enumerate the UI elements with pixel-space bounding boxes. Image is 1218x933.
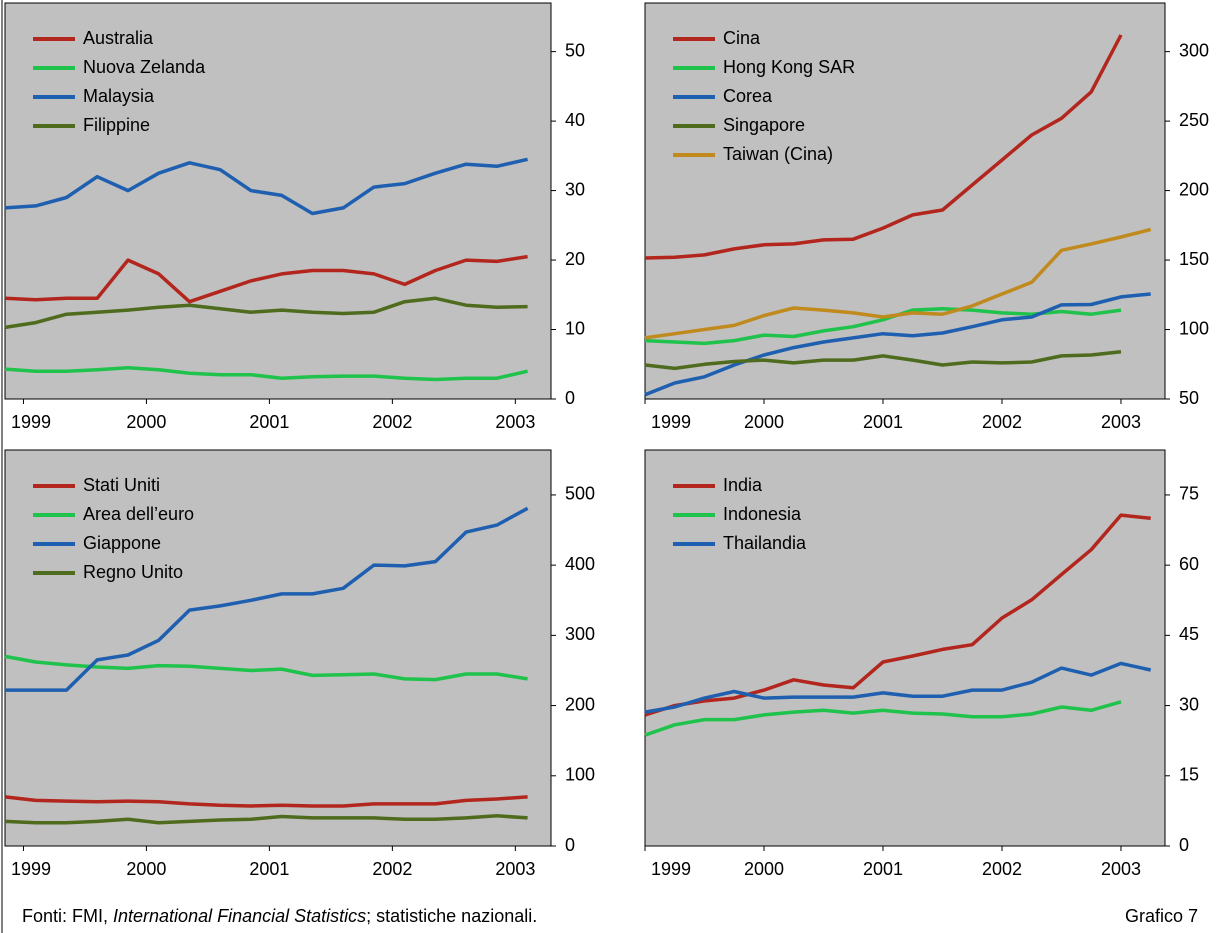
x-tick-label: 2001 xyxy=(249,412,289,432)
y-tick-label: 30 xyxy=(1179,694,1199,714)
x-tick-label: 1999 xyxy=(651,859,691,879)
y-tick-label: 60 xyxy=(1179,554,1199,574)
x-tick-label: 2003 xyxy=(1101,859,1141,879)
source-text: ; statistiche nazionali. xyxy=(366,906,537,926)
x-tick-label: 2001 xyxy=(863,859,903,879)
x-tick-label: 2000 xyxy=(126,859,166,879)
x-tick-label: 1999 xyxy=(651,412,691,432)
y-tick-label: 500 xyxy=(565,484,595,504)
y-tick-label: 30 xyxy=(565,179,585,199)
series-line xyxy=(644,34,1123,260)
legend-label: Area dell’euro xyxy=(83,504,194,524)
series-line xyxy=(644,227,1152,340)
x-tick-label: 2003 xyxy=(1101,412,1141,432)
y-tick-label: 150 xyxy=(1179,249,1209,269)
y-tick-label: 10 xyxy=(565,318,585,338)
series-line xyxy=(644,292,1151,397)
series-line xyxy=(4,365,528,382)
legend-label: Taiwan (Cina) xyxy=(723,144,833,164)
y-tick-label: 75 xyxy=(1179,484,1199,504)
legend-label: Regno Unito xyxy=(83,562,183,582)
x-tick-label: 2002 xyxy=(372,412,412,432)
y-tick-label: 40 xyxy=(565,110,585,130)
x-tick-label: 2000 xyxy=(744,859,784,879)
series-line xyxy=(5,506,529,692)
x-tick-label: 2002 xyxy=(982,412,1022,432)
x-tick-label: 2003 xyxy=(495,859,535,879)
y-tick-label: 45 xyxy=(1179,624,1199,644)
y-tick-label: 100 xyxy=(565,765,595,785)
x-tick-label: 1999 xyxy=(11,859,51,879)
y-tick-label: 200 xyxy=(565,694,595,714)
legend-label: India xyxy=(723,475,763,495)
x-tick-label: 2002 xyxy=(372,859,412,879)
legend-label: Giappone xyxy=(83,533,161,553)
y-tick-label: 400 xyxy=(565,554,595,574)
legend-label: Nuova Zelanda xyxy=(83,57,206,77)
legend-label: Indonesia xyxy=(723,504,802,524)
legend-label: Malaysia xyxy=(83,86,155,106)
legend-label: Singapore xyxy=(723,115,805,135)
x-tick-label: 2000 xyxy=(744,412,784,432)
x-tick-label: 1999 xyxy=(11,412,51,432)
x-tick-label: 2000 xyxy=(126,412,166,432)
y-tick-label: 0 xyxy=(565,835,575,855)
series-line xyxy=(4,254,528,304)
y-tick-label: 250 xyxy=(1179,110,1209,130)
plot-area xyxy=(644,2,1166,400)
legend-label: Filippine xyxy=(83,115,150,135)
legend-label: Stati Uniti xyxy=(83,475,160,495)
x-tick-label: 2002 xyxy=(982,859,1022,879)
y-tick-label: 0 xyxy=(565,388,575,408)
footer-label: Grafico 7 xyxy=(1125,906,1198,926)
plot-area xyxy=(4,449,552,847)
plot-area xyxy=(4,2,552,400)
x-tick-label: 2001 xyxy=(863,412,903,432)
series-line xyxy=(4,296,528,330)
y-tick-label: 200 xyxy=(1179,179,1209,199)
legend-label: Cina xyxy=(723,28,761,48)
x-tick-label: 2003 xyxy=(495,412,535,432)
y-tick-label: 50 xyxy=(1179,388,1199,408)
y-tick-label: 300 xyxy=(565,624,595,644)
x-tick-label: 2001 xyxy=(249,859,289,879)
legend-label: Thailandia xyxy=(723,533,807,553)
plot-area xyxy=(644,449,1166,847)
series-line xyxy=(4,814,528,825)
legend-label: Corea xyxy=(723,86,773,106)
y-tick-label: 50 xyxy=(565,40,585,60)
series-line xyxy=(644,661,1152,714)
series-line xyxy=(644,700,1122,737)
series-line xyxy=(4,795,528,808)
y-tick-label: 0 xyxy=(1179,835,1189,855)
y-tick-label: 300 xyxy=(1179,40,1209,60)
y-tick-label: 15 xyxy=(1179,765,1199,785)
series-line xyxy=(4,157,528,216)
source-title: International Financial Statistics xyxy=(113,906,366,926)
series-line xyxy=(644,350,1122,371)
footer-source: Fonti: FMI, International Financial Stat… xyxy=(22,906,537,926)
y-tick-label: 20 xyxy=(565,249,585,269)
series-line xyxy=(644,513,1151,717)
source-text: Fonti: FMI, xyxy=(22,906,113,926)
y-tick-label: 100 xyxy=(1179,318,1209,338)
legend-label: Hong Kong SAR xyxy=(723,57,855,77)
legend-label: Australia xyxy=(83,28,154,48)
